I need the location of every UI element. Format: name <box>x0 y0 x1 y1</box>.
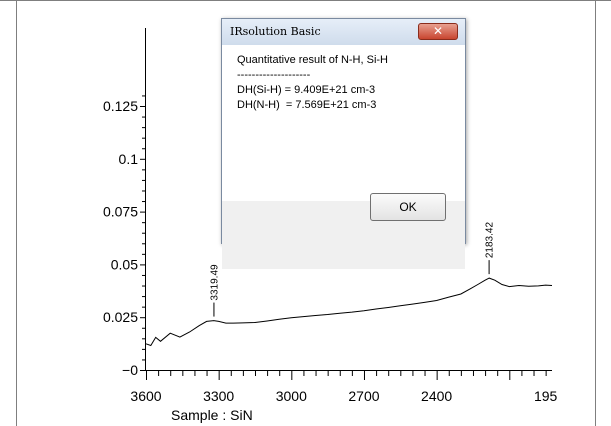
dialog-title: IRsolution Basic <box>230 25 321 38</box>
x-tick-label: 3300 <box>203 388 234 404</box>
message-separator: -------------------- <box>237 69 311 81</box>
x-tick-label: 3000 <box>276 388 307 404</box>
peak-label: 3319.49 <box>209 264 220 301</box>
message-si-h-result: DH(Si-H) = 9.409E+21 cm-3 <box>237 84 376 96</box>
close-icon: ✕ <box>432 24 444 38</box>
x-tick-label: 2400 <box>421 388 452 404</box>
y-tick-label: 0.1 <box>119 151 139 167</box>
dialog-message: Quantitative result of N-H, Si-H -------… <box>237 53 457 113</box>
y-tick-label: −0 <box>122 362 138 378</box>
x-axis-tick-labels: 3600 3300 3000 2700 2400 195 <box>130 388 557 404</box>
y-tick-label: 0.125 <box>103 98 138 114</box>
message-heading: Quantitative result of N-H, Si-H <box>237 54 388 66</box>
peak-label: 2183.42 <box>485 222 496 259</box>
close-button[interactable]: ✕ <box>418 23 458 40</box>
y-axis-ticks <box>140 95 146 371</box>
x-tick-label: 195 <box>534 388 558 404</box>
x-tick-label: 3600 <box>130 388 161 404</box>
y-tick-label: 0.05 <box>111 256 138 272</box>
x-tick-label: 2700 <box>348 388 379 404</box>
y-tick-label: 0.075 <box>103 204 138 220</box>
peak-markers: 3319.49 2183.42 <box>209 222 496 317</box>
ok-button[interactable]: OK <box>370 193 446 221</box>
result-dialog: IRsolution Basic ✕ Quantitative result o… <box>221 18 466 269</box>
dialog-titlebar[interactable]: IRsolution Basic ✕ <box>222 19 465 45</box>
sample-label: Sample : SiN <box>171 407 253 423</box>
message-n-h-result: DH(N-H) = 7.569E+21 cm-3 <box>237 99 377 111</box>
y-axis-tick-labels: 0.125 0.1 0.075 0.05 0.025 −0 <box>103 98 138 378</box>
dialog-body <box>222 45 465 269</box>
y-tick-label: 0.025 <box>103 309 138 325</box>
spectrum-line <box>145 277 553 347</box>
x-axis-ticks <box>146 370 547 380</box>
